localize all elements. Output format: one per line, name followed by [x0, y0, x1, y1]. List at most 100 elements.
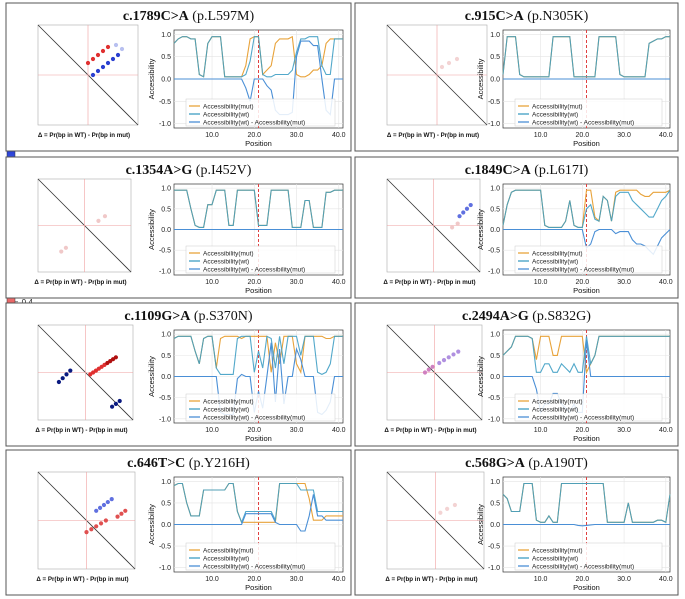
- dotplot-point: [63, 245, 68, 250]
- panel-4: c.1849C>A (p.L617I) Δ = Pr(bp in WT) - Pr…: [354, 156, 679, 299]
- legend-label: Accessibility(wt) - Accessibility(mut): [203, 120, 305, 127]
- dotplot-point: [68, 368, 73, 373]
- y-tick-label: 0.5: [161, 206, 171, 213]
- x-tick-label: 40.0: [659, 132, 673, 139]
- dotplot-point: [456, 349, 461, 354]
- x-tick-label: 40.0: [332, 132, 346, 139]
- y-tick-label: -0.5: [488, 248, 500, 255]
- panel-title: c.1354A>G (p.I452V): [126, 163, 252, 178]
- y-tick-label: 0.5: [490, 206, 500, 213]
- panel-title: c.568G>A (p.A190T): [465, 456, 588, 471]
- legend-label: Accessibility(wt) - Accessibility(mut): [532, 415, 634, 422]
- dotplot-point: [64, 372, 69, 377]
- y-tick-label: -1.0: [488, 416, 500, 423]
- dotplot-point: [446, 60, 452, 66]
- legend-label: Accessibility(wt): [203, 556, 249, 563]
- y-tick-label: 1.0: [490, 479, 500, 486]
- dotplot-xlabel: Δ = Pr(bp in WT) - Pr(bp in mut): [38, 132, 130, 139]
- protein-change: (p.S832G): [529, 309, 592, 324]
- y-tick-label: 0.5: [490, 54, 500, 61]
- variant-name: c.1789C>A: [123, 9, 190, 24]
- x-tick-label: 30.0: [290, 132, 304, 139]
- series-line-diff: [503, 523, 670, 527]
- dotplot-point: [437, 360, 442, 366]
- y-tick-label: -1.0: [159, 268, 171, 275]
- dotplot-point: [113, 401, 118, 406]
- legend-label: Accessibility(mut): [203, 399, 254, 406]
- series-line-wt: [502, 335, 670, 374]
- legend-label: Accessibility(wt): [532, 259, 578, 266]
- legend-box: [514, 542, 663, 571]
- x-tick-label: 20.0: [576, 279, 590, 286]
- panel-3: c.1354A>G (p.I452V) Δ = Pr(bp in WT) - Pr…: [5, 156, 352, 299]
- dotplot-point: [98, 521, 104, 526]
- series-line-diff: [174, 40, 343, 116]
- variant-name: c.568G>A: [465, 456, 526, 471]
- dotplot-point: [105, 499, 110, 505]
- dotplot-xlabel: Δ = Pr(bp in WT) - Pr(bp in mut): [387, 132, 479, 139]
- series-line-wt: [502, 482, 671, 524]
- dotplot-point: [113, 42, 119, 48]
- legend-label: Accessibility(wt) - Accessibility(mut): [203, 564, 305, 571]
- legend-label: Accessibility(wt): [203, 259, 249, 266]
- y-tick-label: 1.0: [161, 186, 171, 193]
- protein-change: (p.L597M): [189, 9, 255, 24]
- y-tick-label: 0.0: [161, 374, 171, 381]
- dotplot-point: [455, 221, 460, 226]
- legend-label: Accessibility(mut): [203, 548, 254, 555]
- y-tick-label: 0.0: [490, 227, 500, 234]
- dotplot-point: [89, 527, 94, 532]
- x-tick-label: 30.0: [617, 427, 631, 434]
- protein-change: (p.N305K): [524, 9, 589, 24]
- series-line-wt: [173, 482, 343, 524]
- legend-label: Accessibility(wt) - Accessibility(mut): [203, 415, 305, 422]
- x-tick-label: 10.0: [534, 132, 548, 139]
- y-tick-label: 0.0: [490, 77, 500, 84]
- dotplot-point: [59, 249, 64, 254]
- legend-label: Accessibility(mut): [532, 104, 583, 111]
- panel-6: c.2494A>G (p.S832G) Δ = Pr(bp in WT) - Pr…: [354, 302, 679, 447]
- y-tick-label: 0.0: [490, 522, 500, 529]
- variant-name: c.915C>A: [465, 9, 525, 24]
- dotplot-point: [468, 202, 473, 208]
- x-tick-label: 30.0: [617, 279, 631, 286]
- y-tick-label: 0.0: [161, 227, 171, 234]
- legend-label: Accessibility(mut): [203, 251, 254, 258]
- y-tick-label: -1.0: [159, 416, 171, 423]
- x-axis-label: Position: [573, 286, 600, 295]
- y-tick-label: -1.0: [488, 121, 500, 128]
- legend-label: Accessibility(wt) - Accessibility(mut): [532, 564, 634, 571]
- x-tick-label: 20.0: [576, 132, 590, 139]
- panel-7: c.646T>C (p.Y216H) Δ = Pr(bp in WT) - Pr(…: [5, 449, 352, 596]
- y-tick-label: -1.0: [159, 121, 171, 128]
- x-tick-label: 30.0: [290, 576, 304, 583]
- y-tick-label: 1.0: [161, 479, 171, 486]
- dotplot-point: [105, 60, 111, 66]
- legend-box: [514, 393, 663, 422]
- x-tick-label: 20.0: [576, 427, 590, 434]
- dotplot-point: [119, 511, 124, 516]
- y-tick-label: -1.0: [488, 565, 500, 572]
- x-tick-label: 30.0: [290, 279, 304, 286]
- y-tick-label: -0.5: [488, 544, 500, 551]
- dotplot-point: [439, 64, 445, 70]
- dotplot-point: [461, 210, 466, 215]
- x-axis-label: Position: [245, 286, 272, 295]
- x-tick-label: 20.0: [576, 576, 590, 583]
- x-tick-label: 40.0: [332, 427, 346, 434]
- dotplot-point: [100, 64, 106, 70]
- x-tick-label: 10.0: [205, 427, 219, 434]
- variant-name: c.1849C>A: [465, 163, 532, 178]
- x-tick-label: 10.0: [205, 576, 219, 583]
- dotplot-point: [85, 60, 91, 66]
- dotplot-point: [90, 56, 96, 62]
- y-tick-label: 0.5: [490, 500, 500, 507]
- x-tick-label: 40.0: [659, 576, 673, 583]
- series-line-wt: [174, 189, 343, 228]
- y-axis-label: Accessibility: [476, 504, 485, 545]
- y-axis-label: Accessibility: [147, 356, 156, 397]
- variant-name: c.1354A>G: [126, 163, 193, 178]
- dotplot-point: [441, 358, 447, 363]
- x-tick-label: 10.0: [205, 132, 219, 139]
